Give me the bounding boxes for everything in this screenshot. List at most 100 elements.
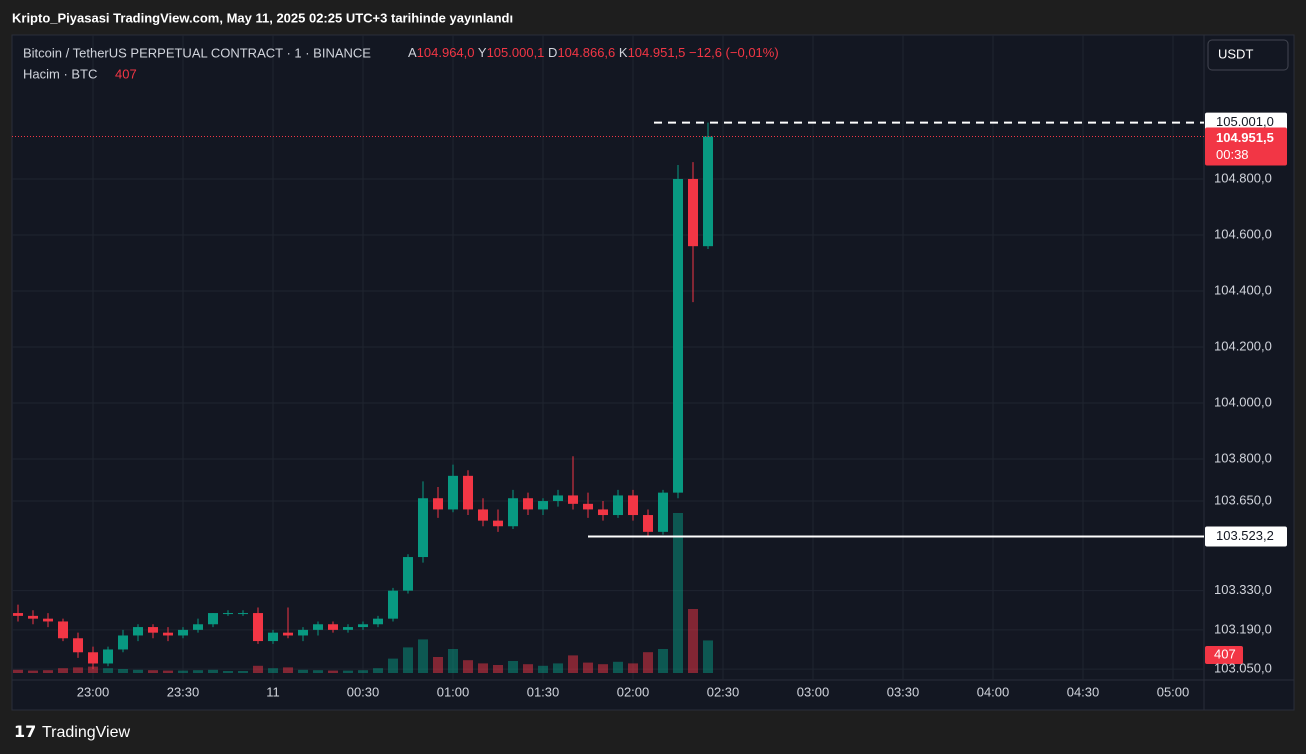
volume-bar — [358, 670, 368, 673]
candle-body — [358, 624, 368, 628]
candle-body — [133, 627, 143, 636]
candle-body — [343, 627, 353, 630]
candles — [13, 122, 713, 670]
candle-body — [628, 495, 638, 516]
candle-body — [688, 178, 698, 247]
volume-last: 407 — [115, 66, 137, 81]
volume-bar — [523, 664, 533, 673]
volume-bar — [193, 670, 203, 673]
volume-bar — [463, 660, 473, 673]
candle-body — [673, 178, 683, 493]
change: −12,6 (−0,01%) — [689, 45, 779, 60]
volume-bar — [58, 668, 68, 673]
ohlc-key: D — [548, 45, 557, 60]
candle-body — [328, 624, 338, 630]
currency-label[interactable]: USDT — [1218, 46, 1253, 61]
x-tick-label: 23:00 — [77, 684, 110, 699]
candle-body — [508, 498, 518, 527]
candle-body — [118, 635, 128, 650]
x-tick-label: 05:00 — [1157, 684, 1190, 699]
candle-body — [268, 632, 278, 642]
volume-bar — [28, 670, 38, 673]
volume-bar — [253, 665, 263, 673]
currency-button[interactable] — [1207, 39, 1289, 71]
volume-bar — [373, 668, 383, 673]
volume-bar — [433, 657, 443, 673]
volume-bar — [583, 662, 593, 673]
volume-bar — [163, 670, 173, 673]
y-tick-label: 103.800,0 — [1214, 450, 1272, 465]
price-line-label: 103.523,2 — [1216, 528, 1274, 543]
candle-body — [28, 615, 38, 619]
volume-bar — [553, 663, 563, 673]
candle-body — [283, 632, 293, 636]
candle-body — [403, 557, 413, 591]
price-line-tag — [1205, 526, 1287, 547]
candle-body — [598, 509, 608, 516]
volume-bar — [568, 655, 578, 673]
volume-bar — [133, 669, 143, 673]
ohlc-key: K — [619, 45, 628, 60]
volume-bar — [238, 671, 248, 673]
x-tick-label: 11 — [266, 684, 280, 699]
ohlc-header: A104.964,0 Y105.000,1 D104.866,6 K104.95… — [408, 45, 779, 60]
x-tick-label: 01:00 — [437, 684, 470, 699]
volume-tag-label: 407 — [1214, 646, 1236, 661]
candle-body — [88, 652, 98, 664]
brand: TradingView — [42, 724, 130, 741]
ohlc-value: 104.866,6 — [557, 45, 615, 60]
volume-bar — [343, 670, 353, 673]
volume — [13, 513, 713, 673]
candle-body — [463, 475, 473, 510]
volume-bar — [508, 661, 518, 673]
volume-bar — [478, 663, 488, 673]
volume-bar — [538, 665, 548, 673]
volume-bar — [598, 664, 608, 673]
volume-tag — [1205, 646, 1243, 664]
candle-body — [43, 618, 53, 622]
symbol: Bitcoin / TetherUS PERPETUAL CONTRACT · … — [23, 45, 371, 60]
y-tick-label: 104.800,0 — [1214, 170, 1272, 185]
candle-body — [493, 520, 503, 527]
volume-bar — [673, 513, 683, 673]
y-tick-label: 104.200,0 — [1214, 338, 1272, 353]
y-tick-label: 104.000,0 — [1214, 394, 1272, 409]
brand-logo: 𝟭𝟳 — [14, 724, 36, 741]
volume-bar — [703, 640, 713, 673]
x-tick-label: 03:00 — [797, 684, 830, 699]
volume-bar — [328, 670, 338, 673]
candle-body — [583, 503, 593, 510]
volume-bar — [178, 670, 188, 673]
candle-body — [418, 498, 428, 558]
x-tick-label: 02:00 — [617, 684, 650, 699]
volume-bar — [283, 667, 293, 673]
candle-body — [253, 613, 263, 642]
y-tick-label: 103.190,0 — [1214, 621, 1272, 636]
candle-body — [163, 632, 173, 636]
x-tick-label: 02:30 — [707, 684, 740, 699]
candle-body — [568, 495, 578, 504]
candle-body — [433, 498, 443, 510]
candle-body — [658, 492, 668, 532]
candle-body — [208, 613, 218, 625]
volume-bar — [223, 671, 233, 673]
candle-body — [193, 624, 203, 630]
volume-title: Hacim · BTC — [23, 66, 97, 81]
volume-bar — [493, 665, 503, 673]
volume-bar — [208, 669, 218, 673]
volume-bar — [313, 670, 323, 673]
candle-body — [643, 515, 653, 532]
y-tick-label: 103.650,0 — [1214, 492, 1272, 507]
last-price-tag — [1205, 127, 1287, 166]
candle-body — [613, 495, 623, 516]
candle-body — [478, 509, 488, 521]
candle-body — [58, 621, 68, 639]
candle-body — [238, 613, 248, 615]
candle-body — [703, 136, 713, 247]
volume-bar — [688, 609, 698, 673]
last-price-label: 104.951,5 — [1216, 130, 1274, 145]
countdown: 00:38 — [1216, 147, 1249, 162]
publish-title: Kripto_Piyasasi TradingView.com, May 11,… — [12, 10, 513, 25]
price-line-label: 105.001,0 — [1216, 114, 1274, 129]
